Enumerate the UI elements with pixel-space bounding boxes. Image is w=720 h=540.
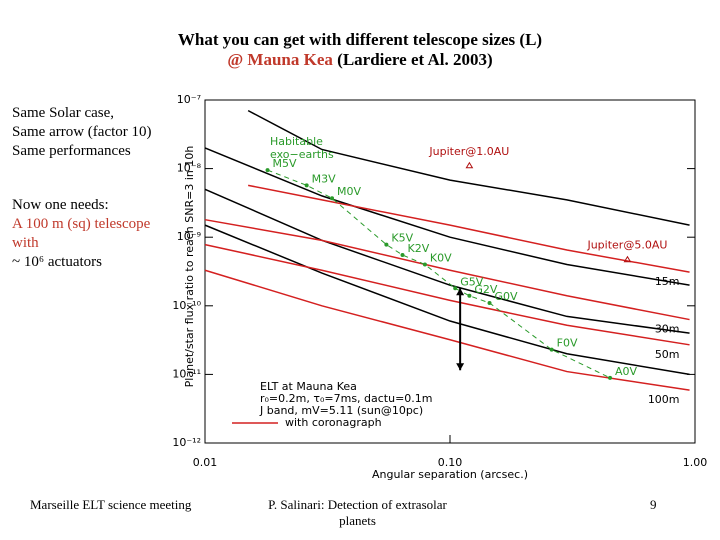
planet-marker (465, 161, 474, 169)
star-point (384, 242, 389, 247)
y-tick-label: 10⁻¹⁰ (172, 299, 201, 312)
habitable-label: Habitable (270, 135, 323, 148)
text-line: A 100 m (sq) telescope (12, 216, 151, 232)
text-line: Same arrow (factor 10) (12, 124, 152, 140)
star-label: M0V (337, 185, 361, 198)
y-tick-label: 10⁻⁸ (177, 162, 202, 175)
star-label: K2V (408, 242, 430, 255)
needs-text: Now one needs: A 100 m (sq) telescope wi… (12, 196, 150, 272)
y-tick-label: 10⁻¹¹ (172, 367, 201, 380)
series-line (204, 218, 690, 321)
series-label: 15m (655, 275, 680, 288)
left-text: Same Solar case, Same arrow (factor 10) … (12, 104, 152, 161)
text-line: with (12, 235, 39, 251)
planet-label: Jupiter@5.0AU (586, 239, 667, 252)
x-tick-label: 0.01 (193, 456, 218, 469)
info-text: J band, mV=5.11 (sun@10pc) (259, 404, 423, 417)
series-line (204, 188, 690, 334)
title-place: @ Mauna Kea (227, 50, 333, 69)
star-point (549, 347, 554, 352)
legend-label: with coronagraph (285, 416, 382, 429)
y-tick-label: 10⁻⁷ (177, 93, 201, 106)
title: What you can get with different telescop… (0, 30, 720, 70)
y-tick-label: 10⁻⁹ (177, 230, 201, 243)
star-point (265, 168, 270, 173)
x-tick-label: 1.00 (683, 456, 708, 469)
star-label: K5V (391, 232, 413, 245)
info-text: ELT at Mauna Kea (260, 380, 357, 393)
footer-left: Marseille ELT science meeting (30, 497, 192, 512)
planet-label: Jupiter@1.0AU (428, 145, 509, 158)
star-point (608, 375, 613, 380)
series-line (204, 243, 690, 346)
star-point (487, 300, 492, 305)
info-text: r₀=0.2m, τ₀=7ms, dactu=0.1m (260, 392, 433, 405)
series-line (247, 109, 690, 226)
star-label: G5V (460, 275, 484, 288)
star-label: M5V (273, 157, 297, 170)
text-line: Now one needs: (12, 197, 109, 213)
star-point (400, 253, 405, 258)
footer-center: P. Salinari: Detection of extrasolar pla… (268, 497, 447, 528)
star-label: M3V (312, 172, 336, 185)
star-point (330, 196, 335, 201)
series-label: 100m (648, 393, 680, 406)
star-label: K0V (430, 251, 452, 264)
y-tick-label: 10⁻¹² (172, 436, 201, 449)
series-label: 30m (655, 323, 680, 336)
text-line: Same performances (12, 143, 131, 159)
series-label: 50m (655, 348, 680, 361)
star-label: F0V (557, 337, 578, 350)
star-point (304, 183, 309, 188)
star-point (453, 286, 458, 291)
star-label: A0V (615, 365, 638, 378)
habitable-label: exo−earths (270, 148, 334, 161)
star-label: G2V (474, 283, 498, 296)
star-point (422, 262, 427, 267)
text-line: Same Solar case, (12, 105, 115, 121)
x-axis-label: Angular separation (arcsec.) (372, 468, 528, 481)
series-line (247, 184, 690, 273)
series-line (204, 147, 690, 286)
page-number: 9 (650, 497, 657, 512)
y-axis-label: Planet/star flux ratio to reach SNR=3 in… (183, 146, 196, 388)
planet-marker (623, 255, 632, 263)
x-tick-label: 0.10 (438, 456, 463, 469)
star-point (467, 293, 472, 298)
series-line (204, 269, 690, 391)
title-line: @ Mauna Kea (Lardiere et Al. 2003) (0, 50, 720, 70)
title-ref: (Lardiere et Al. 2003) (337, 50, 493, 69)
text-line: ~ 10⁶ actuators (12, 254, 102, 270)
series-line (204, 224, 690, 376)
title-line: What you can get with different telescop… (177, 30, 543, 49)
star-label: G0V (495, 290, 519, 303)
